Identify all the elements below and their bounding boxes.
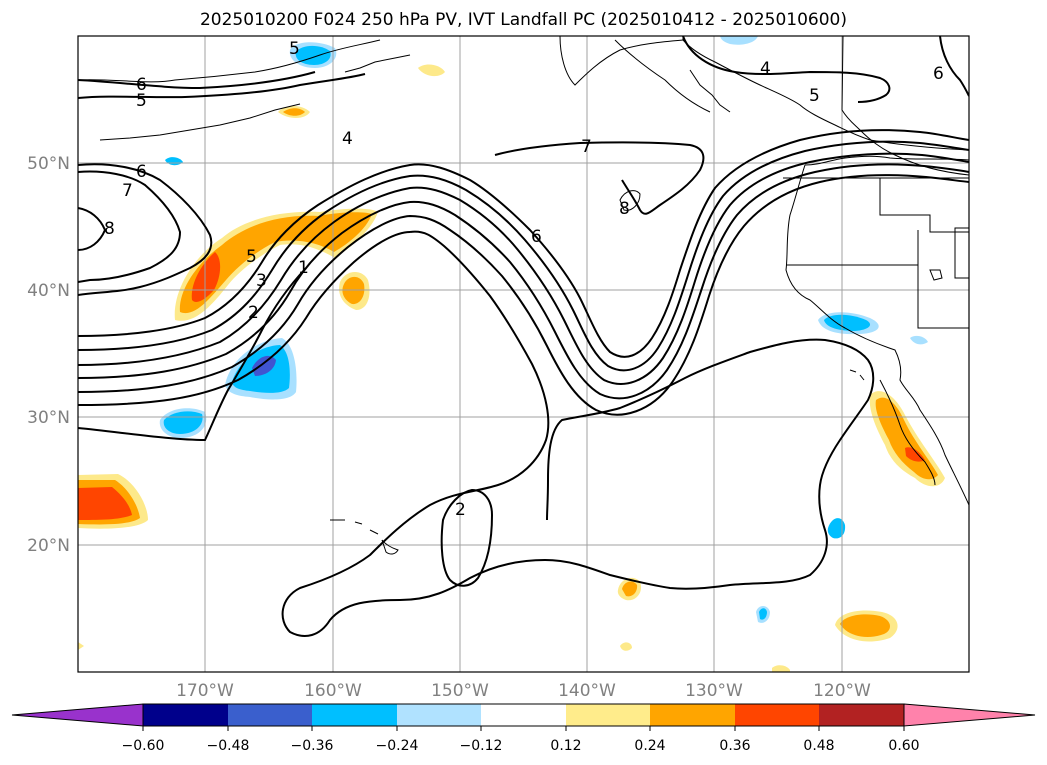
anomaly-positive [840, 614, 890, 637]
colorbar-tick-label: 0.24 [634, 738, 665, 754]
colorbar-tick-label: 0.48 [803, 738, 834, 754]
lat-label: 20°N [27, 536, 70, 556]
contour-label: 5 [809, 86, 820, 106]
contour-label: 6 [136, 75, 147, 95]
pv-anomaly-shading [78, 36, 945, 672]
contour-label: 8 [104, 219, 115, 239]
colorbar-segment [481, 704, 566, 726]
contour-labels: 6 5 6 7 8 5 3 2 1 4 6 7 8 2 4 5 6 5 [104, 39, 944, 520]
colorbar-segment [143, 704, 228, 726]
anomaly-negative [824, 314, 871, 331]
contour-label: 6 [933, 64, 944, 84]
colorbar-segment [228, 704, 312, 726]
contour-label: 4 [342, 129, 353, 149]
colorbar-tick-label: 0.36 [719, 738, 750, 754]
longitude-labels: 170°W 160°W 150°W 140°W 130°W 120°W [176, 681, 871, 701]
figure-title: 2025010200 F024 250 hPa PV, IVT Landfall… [199, 10, 847, 30]
latitude-labels: 50°N 40°N 30°N 20°N [27, 154, 70, 556]
contour-label: 6 [136, 162, 147, 182]
lon-label: 160°W [304, 681, 362, 701]
pv-contours [78, 36, 969, 637]
contour-label: 1 [298, 258, 309, 278]
contour-label: 5 [246, 247, 257, 267]
lat-label: 30°N [27, 408, 70, 428]
colorbar-segment [650, 704, 735, 726]
map-border [77, 35, 970, 673]
contour-label: 4 [760, 59, 771, 79]
anomaly-positive [283, 108, 305, 116]
colorbar-tick-label: 0.12 [550, 738, 581, 754]
lon-label: 130°W [685, 681, 743, 701]
anomaly-positive [78, 642, 84, 650]
lat-label: 40°N [27, 281, 70, 301]
colorbar-border [142, 703, 905, 727]
contour-label: 7 [122, 181, 133, 201]
anomaly-positive [418, 64, 445, 77]
colorbar-tick-label: −0.24 [376, 738, 419, 754]
contour-label: 5 [136, 91, 147, 111]
colorbar-tick-label: −0.48 [207, 738, 250, 754]
contour-label: 6 [531, 227, 542, 247]
lon-label: 170°W [176, 681, 234, 701]
contour-label: 3 [256, 271, 267, 291]
lon-label: 120°W [813, 681, 871, 701]
anomaly-negative [910, 335, 928, 345]
anomaly-negative [759, 608, 767, 620]
contour-label: 2 [248, 303, 259, 323]
colorbar-tick-label: −0.60 [122, 738, 165, 754]
map-panel [78, 36, 969, 672]
anomaly-positive [620, 642, 632, 651]
lat-label: 50°N [27, 154, 70, 174]
anomaly-negative [720, 36, 758, 45]
contour-label: 8 [619, 199, 630, 219]
anomaly-negative [827, 518, 846, 539]
colorbar: −0.60 −0.48 −0.36 −0.24 −0.12 0.12 0.24 … [11, 703, 1036, 754]
coastlines [78, 36, 969, 555]
anomaly-positive-strong [78, 487, 132, 520]
anomaly-negative-strong [252, 355, 276, 376]
map-gridlines [78, 36, 969, 672]
colorbar-tick-label: −0.12 [460, 738, 503, 754]
anomaly-positive [772, 665, 790, 672]
anomaly-positive-strong [905, 447, 925, 462]
anomaly-positive-strong [191, 252, 221, 302]
colorbar-tick-label: 0.60 [888, 738, 919, 754]
lon-label: 150°W [431, 681, 489, 701]
colorbar-segment [312, 704, 397, 726]
colorbar-tick-label: −0.36 [291, 738, 334, 754]
anomaly-positive [179, 212, 372, 314]
anomaly-positive [622, 581, 638, 597]
contour-label: 2 [455, 500, 466, 520]
colorbar-extend-high [903, 703, 1036, 727]
colorbar-segment [735, 704, 819, 726]
contour-label: 7 [581, 137, 592, 157]
colorbar-segment [397, 704, 481, 726]
contour-label: 5 [289, 39, 300, 59]
colorbar-extend-low [11, 703, 144, 727]
lon-label: 140°W [558, 681, 616, 701]
colorbar-segment [819, 704, 904, 726]
colorbar-segment [566, 704, 650, 726]
